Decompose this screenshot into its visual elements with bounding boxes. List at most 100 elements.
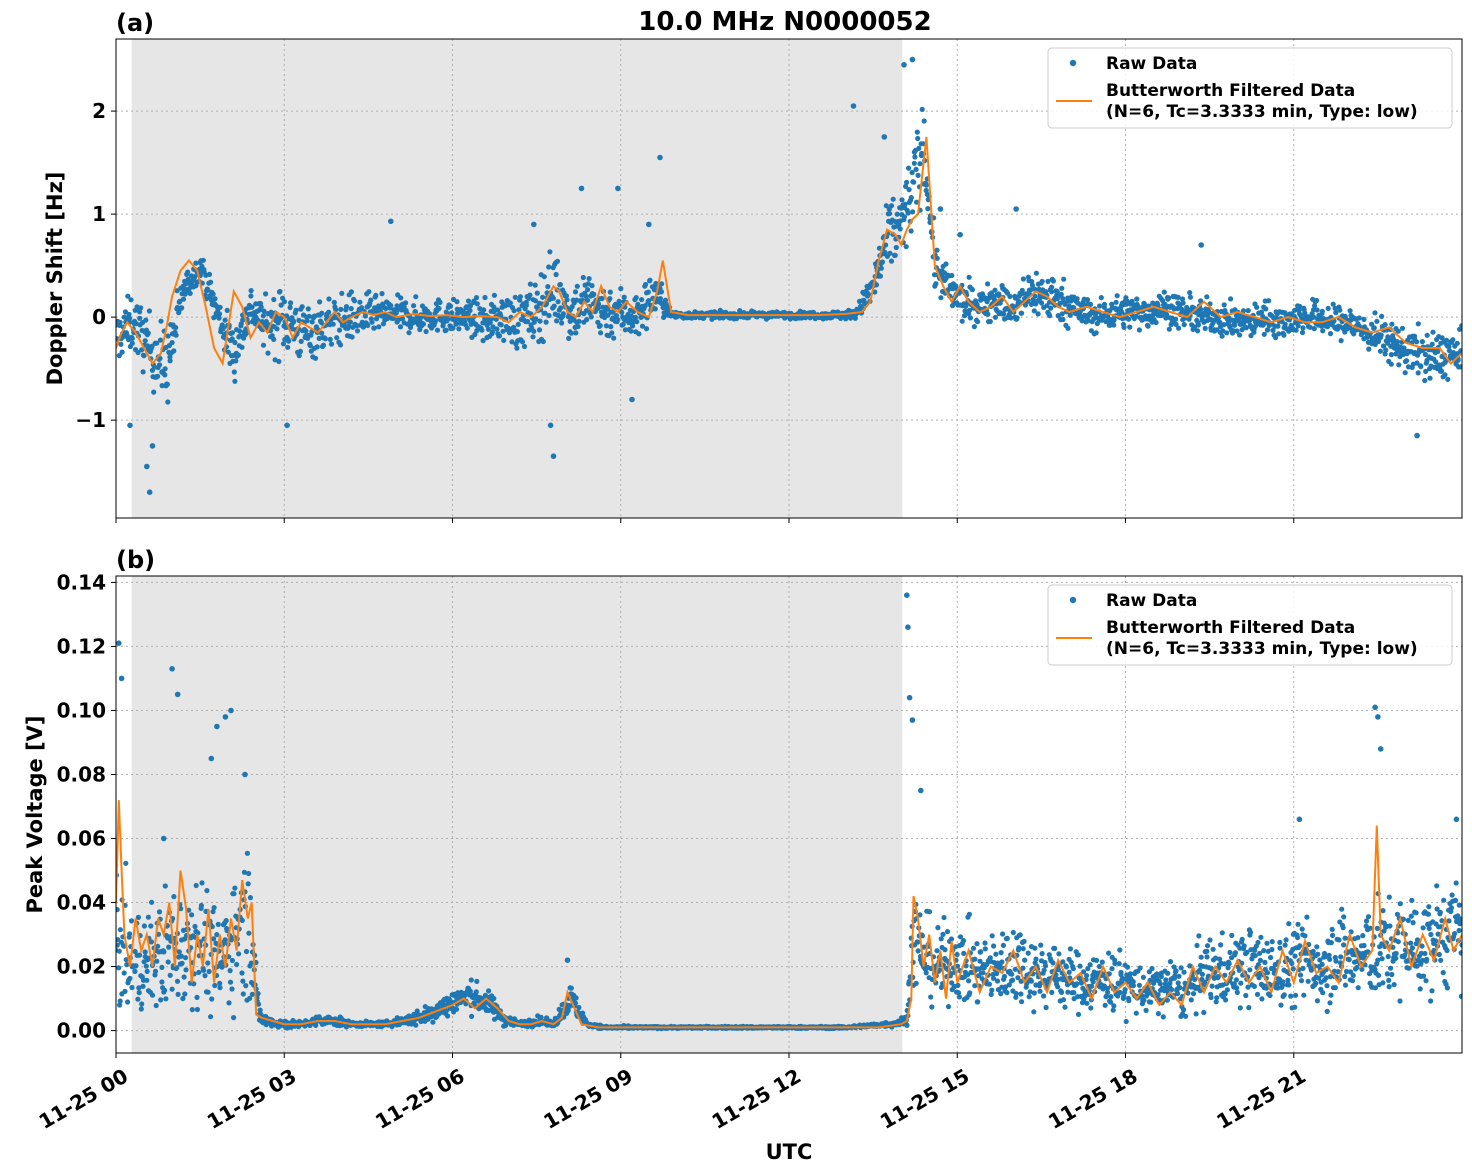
raw-data-point [1235, 990, 1240, 995]
raw-data-point [1049, 990, 1054, 995]
raw-data-point [1403, 370, 1408, 375]
raw-data-point [1425, 333, 1430, 338]
raw-data-point [1283, 943, 1288, 948]
raw-data-point [1277, 940, 1282, 945]
raw-data-point [940, 932, 945, 937]
raw-data-point [388, 303, 393, 308]
raw-data-point [1278, 1003, 1283, 1008]
raw-data-outlier [144, 464, 150, 470]
raw-data-point [916, 948, 921, 953]
raw-data-point [541, 339, 546, 344]
raw-data-point [1175, 991, 1180, 996]
raw-data-point [258, 1008, 263, 1013]
raw-data-point [1205, 943, 1210, 948]
raw-data-point [445, 317, 450, 322]
raw-data-point [508, 300, 513, 305]
raw-data-point [644, 326, 649, 331]
raw-data-point [1002, 974, 1007, 979]
raw-data-point [927, 909, 932, 914]
raw-data-point [492, 293, 497, 298]
raw-data-point [972, 957, 977, 962]
raw-data-point [366, 289, 371, 294]
raw-data-point [1220, 334, 1225, 339]
raw-data-point [1173, 317, 1178, 322]
raw-data-point [1183, 1014, 1188, 1019]
raw-data-point [902, 214, 907, 219]
raw-data-point [985, 312, 990, 317]
raw-data-point [133, 963, 138, 968]
raw-data-point [246, 931, 251, 936]
raw-data-point [906, 210, 911, 215]
raw-data-point [1176, 974, 1181, 979]
raw-data-point [1068, 946, 1073, 951]
raw-data-point [1261, 948, 1266, 953]
raw-data-outlier [882, 134, 888, 140]
raw-data-point [1396, 362, 1401, 367]
raw-data-point [231, 1015, 236, 1020]
raw-data-point [233, 358, 238, 363]
raw-data-point [1051, 278, 1056, 283]
raw-data-point [300, 304, 305, 309]
raw-data-point [639, 297, 644, 302]
raw-data-point [933, 281, 938, 286]
raw-data-point [1018, 991, 1023, 996]
raw-data-point [433, 318, 438, 323]
raw-data-point [132, 969, 137, 974]
raw-data-point [1015, 315, 1020, 320]
raw-data-point [1238, 981, 1243, 986]
raw-data-point [1040, 279, 1045, 284]
raw-data-point [411, 303, 416, 308]
raw-data-point [992, 288, 997, 293]
raw-data-outlier [657, 155, 663, 161]
raw-data-point [1123, 987, 1128, 992]
raw-data-point [228, 980, 233, 985]
raw-data-point [202, 973, 207, 978]
raw-data-point [643, 282, 648, 287]
raw-data-point [175, 979, 180, 984]
raw-data-point [995, 978, 1000, 983]
raw-data-outlier [551, 453, 557, 459]
shaded-span [132, 576, 903, 1053]
raw-data-point [1280, 979, 1285, 984]
raw-data-point [1088, 302, 1093, 307]
raw-data-point [444, 328, 449, 333]
raw-data-point [1225, 987, 1230, 992]
raw-data-point [1291, 966, 1296, 971]
raw-data-point [1176, 326, 1181, 331]
raw-data-point [1156, 992, 1161, 997]
raw-data-point [1167, 327, 1172, 332]
raw-data-point [887, 211, 892, 216]
raw-data-point [1422, 378, 1427, 383]
raw-data-point [285, 345, 290, 350]
raw-data-point [544, 320, 549, 325]
raw-data-point [216, 922, 221, 927]
raw-data-point [150, 993, 155, 998]
raw-data-point [497, 333, 502, 338]
raw-data-point [878, 274, 883, 279]
raw-data-point [1328, 331, 1333, 336]
raw-data-point [305, 318, 310, 323]
y-tick-label: 1 [92, 202, 106, 226]
raw-data-point [1265, 970, 1270, 975]
raw-data-point [1181, 1007, 1186, 1012]
raw-data-point [551, 296, 556, 301]
raw-data-point [334, 335, 339, 340]
raw-data-point [942, 947, 947, 952]
raw-data-point [1194, 1011, 1199, 1016]
raw-data-point [1228, 296, 1233, 301]
raw-data-point [535, 291, 540, 296]
raw-data-point [469, 977, 474, 982]
raw-data-point [1247, 967, 1252, 972]
raw-data-point [291, 318, 296, 323]
raw-data-point [171, 894, 176, 899]
raw-data-point [1207, 937, 1212, 942]
raw-data-point [1242, 943, 1247, 948]
raw-data-point [368, 298, 373, 303]
raw-data-point [171, 348, 176, 353]
raw-data-point [319, 311, 324, 316]
raw-data-point [372, 325, 377, 330]
raw-data-point [181, 297, 186, 302]
raw-data-point [1357, 315, 1362, 320]
raw-data-point [972, 324, 977, 329]
raw-data-point [271, 297, 276, 302]
